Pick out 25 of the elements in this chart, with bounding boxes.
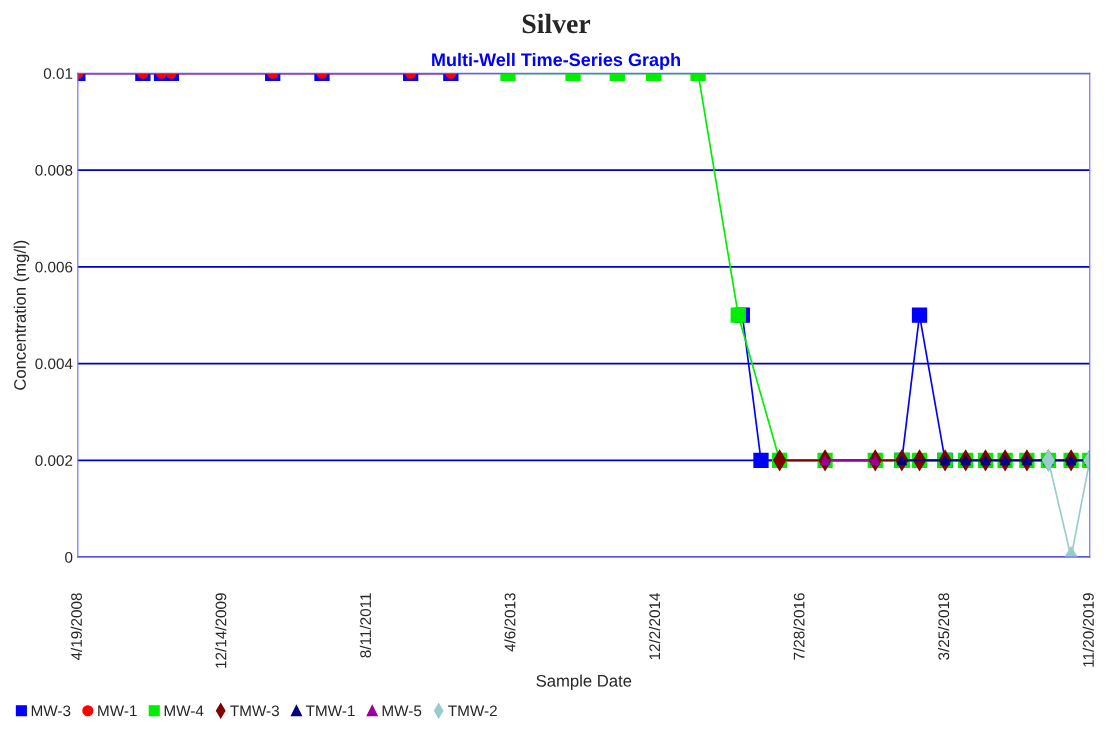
x-tick-label: 7/28/2016 (793, 593, 805, 660)
legend-label: MW-4 (164, 705, 204, 717)
legend-label: TMW-1 (305, 705, 355, 717)
legend-label: TMW-2 (448, 705, 497, 717)
legend-label: MW-3 (31, 705, 71, 717)
y-tick-label: 0.01 (43, 68, 73, 79)
x-axis-title: Sample Date (536, 674, 632, 691)
y-tick-label: 0 (65, 551, 73, 563)
x-tick-label: 4/19/2008 (70, 593, 82, 661)
x-tick-label: 11/20/2019 (1082, 593, 1094, 667)
x-tick-label: 3/25/2018 (937, 593, 950, 660)
y-axis-title: Concentration (mg/l) (13, 240, 30, 390)
y-tick-label: 0.008 (35, 164, 73, 176)
x-tick-label: 8/11/2011 (359, 593, 372, 658)
y-tick-label: 0.004 (35, 358, 73, 370)
legend-label: MW-5 (382, 705, 422, 717)
legend-label: TMW-3 (230, 705, 279, 717)
chart-subtitle: Multi-Well Time-Series Graph (432, 52, 680, 70)
x-tick-label: 4/6/2013 (504, 593, 516, 652)
x-tick-label: 12/2/2014 (648, 592, 661, 660)
y-tick-label: 0.002 (35, 455, 73, 467)
x-tick-label: 12/14/2009 (215, 593, 227, 668)
chart-title: Silver (522, 13, 591, 34)
y-tick-label: 0.006 (35, 261, 73, 273)
legend-label: MW-1 (98, 705, 137, 717)
